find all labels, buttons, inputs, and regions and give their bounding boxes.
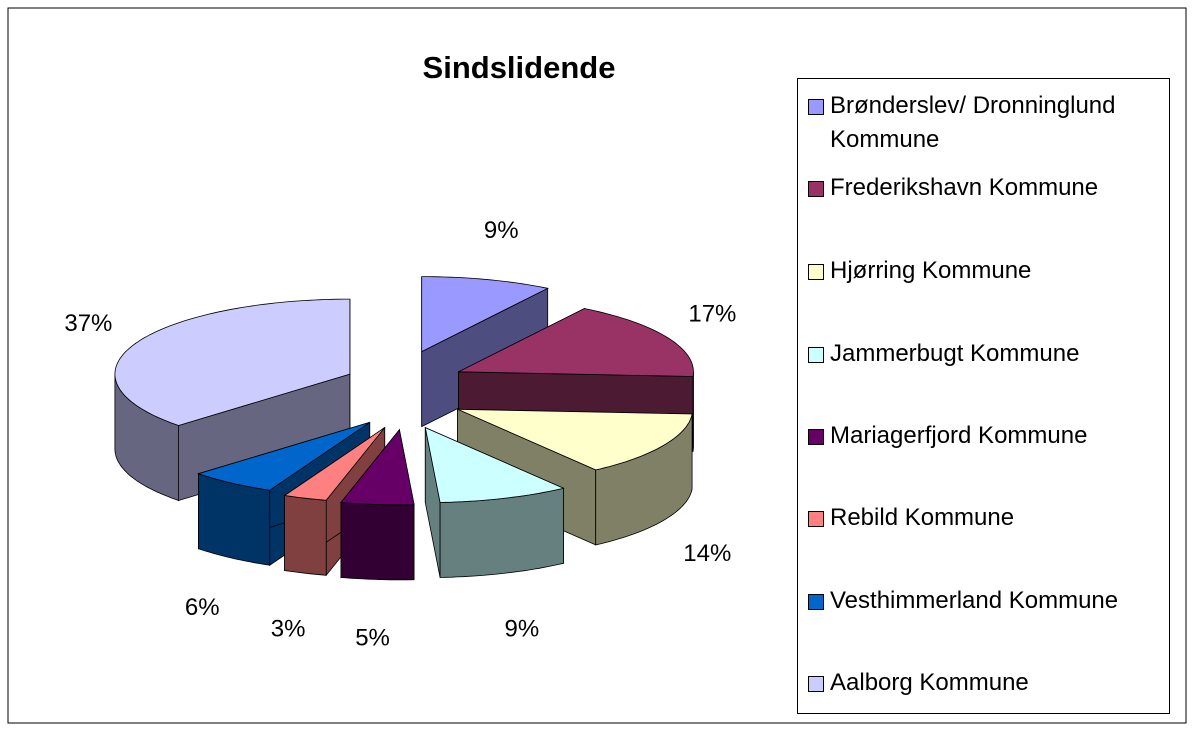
legend-swatch	[808, 429, 824, 445]
legend-label: Brønderslev/ Dronninglund Kommune	[830, 92, 1116, 153]
slice	[421, 276, 549, 428]
legend-label: Hjørring Kommune	[830, 257, 1032, 284]
legend-swatch	[808, 264, 824, 280]
slice	[114, 298, 351, 426]
legend-swatch	[808, 511, 824, 527]
slice-side	[284, 495, 327, 576]
legend-swatch	[808, 347, 824, 363]
slice	[458, 308, 694, 377]
slice	[340, 428, 415, 506]
chart-title: Sindslidende	[423, 50, 616, 85]
slice	[340, 428, 415, 581]
legend-swatch	[808, 676, 824, 692]
slice	[283, 427, 386, 501]
slice	[197, 422, 370, 491]
slice-side	[692, 371, 694, 452]
slice-side	[340, 502, 415, 581]
slice	[421, 276, 549, 353]
legend-label: Jammerbugt Kommune	[830, 340, 1080, 367]
legend-swatch	[808, 99, 824, 115]
data-label: 9%	[505, 616, 540, 643]
data-label: 17%	[688, 300, 736, 327]
slice	[424, 426, 565, 578]
data-label: 5%	[355, 625, 390, 652]
data-label: 6%	[185, 594, 220, 621]
legend-label: Rebild Kommune	[830, 504, 1015, 531]
data-label: 14%	[683, 540, 731, 567]
legend: Brønderslev/ Dronninglund Kommune Frederi…	[797, 78, 1170, 714]
legend-label: Frederikshavn Kommune	[830, 174, 1099, 201]
slice	[457, 408, 693, 471]
data-label: 3%	[271, 616, 306, 643]
data-label: 9%	[484, 217, 519, 244]
legend-label: Aalborg Kommune	[830, 669, 1029, 696]
legend-label: Mariagerfjord Kommune	[830, 422, 1088, 449]
data-label: 37%	[64, 310, 112, 337]
legend-label: Vesthimmerland Kommune	[830, 587, 1119, 614]
legend-swatch	[808, 181, 824, 197]
slice	[424, 426, 565, 503]
legend-swatch	[808, 594, 824, 610]
